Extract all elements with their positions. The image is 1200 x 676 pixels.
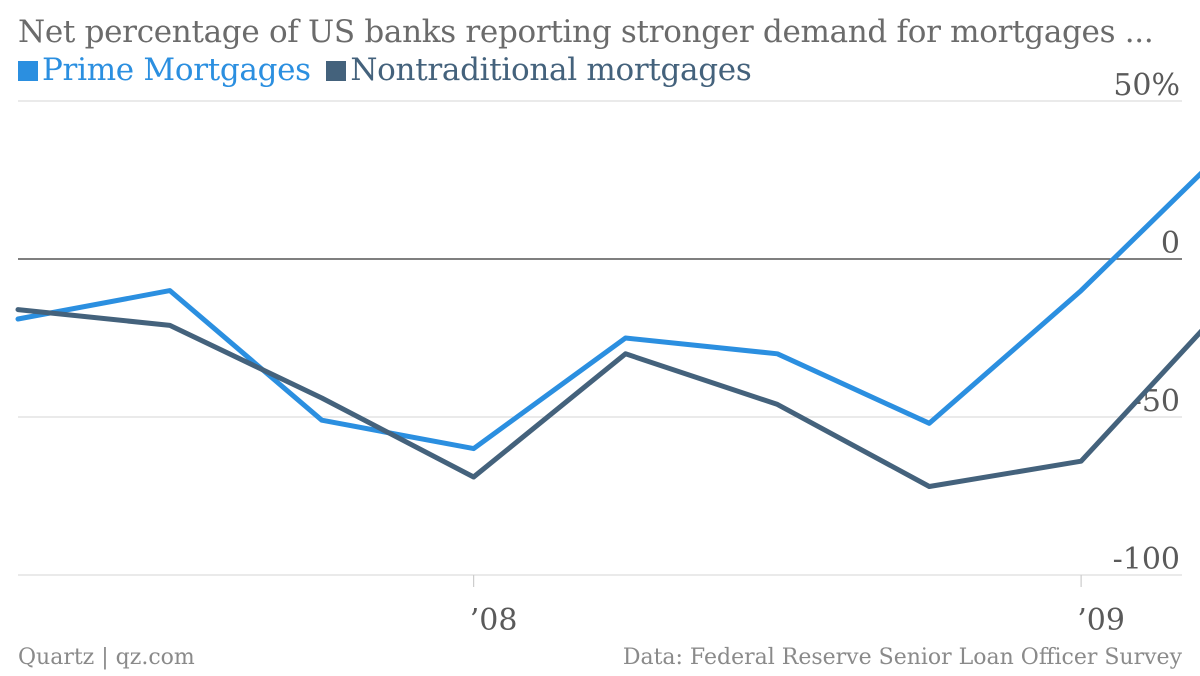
source-credit: Quartz | qz.com — [18, 645, 195, 670]
y-tick-label: -50 — [1132, 384, 1180, 419]
y-tick-label: -100 — [1113, 542, 1180, 577]
y-tick-label: 50% — [1113, 68, 1180, 103]
series-line-prime — [15, 170, 1200, 452]
legend-swatch-prime — [18, 61, 38, 81]
chart-title: Net percentage of US banks reporting str… — [18, 14, 1154, 50]
data-source: Data: Federal Reserve Senior Loan Office… — [622, 645, 1182, 670]
series-lines — [15, 170, 1200, 489]
legend-label-prime: Prime Mortgages — [42, 52, 311, 88]
legend-item-prime: Prime Mortgages — [18, 52, 311, 88]
y-axis: 50% 0 -50 -100 — [1113, 68, 1180, 577]
x-tick-label: ’08 — [470, 603, 518, 638]
legend: Prime Mortgages Nontraditional mortgages — [18, 52, 757, 88]
legend-item-nontraditional: Nontraditional mortgages — [326, 52, 752, 88]
y-tick-label: 0 — [1161, 226, 1180, 261]
x-tick-label: ’09 — [1077, 603, 1125, 638]
x-axis: ’08’09’10’11’12’13’14 — [470, 575, 1125, 638]
legend-label-nontraditional: Nontraditional mortgages — [350, 52, 752, 88]
legend-swatch-nontraditional — [326, 61, 347, 81]
grid-lines — [18, 100, 1182, 576]
series-line-nontraditional — [15, 307, 1200, 489]
